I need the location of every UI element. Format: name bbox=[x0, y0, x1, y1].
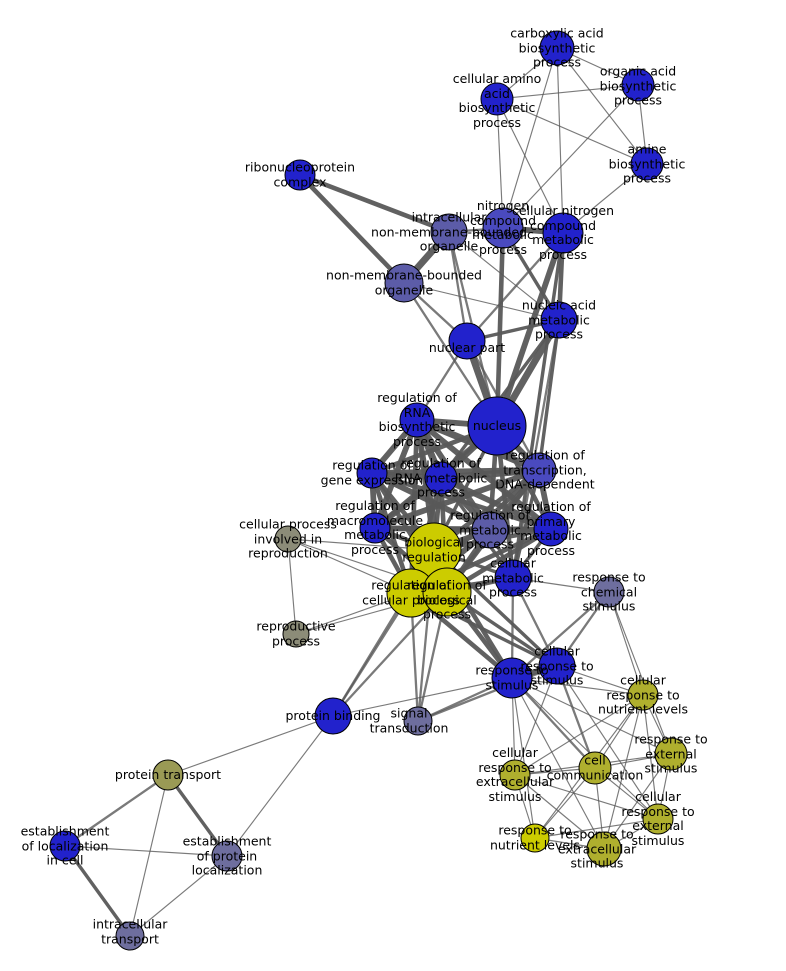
graph-edge bbox=[416, 664, 559, 723]
graph-edge bbox=[511, 677, 605, 850]
graph-edge bbox=[465, 231, 565, 343]
graph-edge bbox=[511, 677, 659, 820]
graph-node-ribonucleoprotein-complex[interactable] bbox=[284, 159, 316, 191]
graph-node-intracellular-non-membrane-bounded-organelle[interactable] bbox=[430, 213, 468, 251]
graph-edge bbox=[494, 230, 566, 429]
graph-node-intracellular-transport[interactable] bbox=[115, 921, 145, 951]
graph-node-cellular-metabolic-process[interactable] bbox=[494, 559, 532, 597]
graph-edge bbox=[167, 715, 334, 776]
graph-edge bbox=[514, 665, 558, 776]
graph-edge bbox=[496, 98, 648, 165]
graph-edge bbox=[608, 591, 672, 755]
graph-edge bbox=[129, 774, 169, 937]
graph-node-regulation-of-rna-biosynthetic-process[interactable] bbox=[399, 402, 435, 438]
graph-node-organic-acid-biosynthetic-process[interactable] bbox=[621, 68, 655, 102]
graph-node-nucleic-acid-metabolic-process[interactable] bbox=[540, 301, 578, 339]
graph-edge bbox=[63, 844, 132, 938]
graph-edge bbox=[510, 590, 611, 680]
graph-node-protein-transport[interactable] bbox=[152, 759, 184, 791]
graph-node-nucleus[interactable] bbox=[467, 396, 527, 456]
graph-node-regulation-of-biological-process[interactable] bbox=[422, 567, 472, 617]
graph-node-regulation-of-rna-metabolic-process[interactable] bbox=[424, 461, 458, 495]
graph-edge bbox=[129, 855, 228, 937]
graph-edge bbox=[511, 677, 644, 696]
graph-edge bbox=[496, 98, 504, 229]
graph-node-amine-biosynthetic-process[interactable] bbox=[630, 147, 664, 181]
graph-node-cellular-nitrogen-compound-metabolic-process[interactable] bbox=[542, 212, 584, 254]
graph-node-regulation-of-gene-expression[interactable] bbox=[356, 457, 388, 489]
graph-node-response-to-extracellular-stimulus[interactable] bbox=[586, 831, 622, 867]
graph-edge bbox=[496, 84, 639, 100]
graph-node-regulation-of-primary-metabolic-process[interactable] bbox=[533, 511, 569, 547]
graph-node-nitrogen-compound-metabolic-process[interactable] bbox=[482, 207, 524, 249]
graph-node-cellular-response-to-extracellular-stimulus[interactable] bbox=[499, 759, 531, 791]
graph-node-regulation-of-transcription-dna-dependent[interactable] bbox=[521, 452, 557, 488]
graph-edge bbox=[297, 172, 452, 235]
graph-node-response-to-external-stimulus[interactable] bbox=[654, 737, 688, 771]
graph-edge bbox=[64, 845, 228, 857]
graph-node-cellular-response-to-nutrient-levels[interactable] bbox=[627, 679, 659, 711]
graph-edge bbox=[448, 231, 560, 321]
graph-node-cellular-process-involved-in-reproduction[interactable] bbox=[274, 525, 302, 553]
graph-node-regulation-of-metabolic-process[interactable] bbox=[471, 511, 509, 549]
graph-edge bbox=[331, 590, 449, 718]
graph-node-nuclear-part[interactable] bbox=[448, 322, 486, 360]
graph-edge bbox=[603, 694, 644, 850]
graph-node-cellular-response-to-external-stimulus[interactable] bbox=[642, 803, 674, 835]
graph-edge bbox=[556, 47, 648, 165]
graph-node-regulation-of-macromolecule-metabolic-process[interactable] bbox=[359, 512, 391, 544]
edges-layer bbox=[63, 47, 672, 938]
graph-node-response-to-chemical-stimulus[interactable] bbox=[593, 576, 625, 608]
graph-edge bbox=[502, 84, 639, 229]
graph-edge bbox=[556, 47, 564, 234]
graph-edge bbox=[511, 468, 541, 580]
graph-node-non-membrane-bounded-organelle[interactable] bbox=[384, 263, 424, 303]
graph-edge bbox=[494, 225, 506, 429]
graph-node-cellular-response-to-stimulus[interactable] bbox=[538, 647, 576, 685]
graph-edge bbox=[511, 677, 672, 755]
graph-node-response-to-stimulus[interactable] bbox=[491, 657, 533, 699]
graph-edge bbox=[166, 773, 229, 858]
graph-node-protein-binding[interactable] bbox=[314, 697, 352, 735]
graph-node-cellular-amino-acid-biosynthetic-process[interactable] bbox=[480, 82, 514, 116]
nodes-layer bbox=[49, 30, 688, 951]
graph-edge bbox=[514, 774, 605, 850]
graph-node-establishment-of-protein-localization[interactable] bbox=[211, 840, 243, 872]
graph-edge bbox=[514, 694, 644, 776]
graph-edge bbox=[332, 677, 513, 717]
graph-edge bbox=[502, 47, 558, 229]
graph-edge bbox=[287, 538, 297, 635]
graph-edge bbox=[511, 677, 536, 839]
graph-node-response-to-nutrient-levels[interactable] bbox=[520, 823, 550, 853]
graph-edge bbox=[608, 591, 644, 696]
graph-node-reproductive-process[interactable] bbox=[282, 620, 310, 648]
graph-node-establishment-of-localization-in-cell[interactable] bbox=[49, 830, 81, 862]
graph-node-cell-communication[interactable] bbox=[578, 751, 612, 785]
graph-edge bbox=[496, 98, 564, 234]
graph-node-carboxylic-acid-biosynthetic-process[interactable] bbox=[539, 30, 575, 66]
graph-edge bbox=[226, 715, 334, 857]
graph-edge bbox=[369, 470, 493, 533]
graph-edge bbox=[403, 282, 560, 321]
graph-edge bbox=[297, 172, 407, 286]
graph-node-signal-transduction[interactable] bbox=[403, 706, 433, 736]
graph-edge bbox=[534, 818, 659, 839]
graph-edge bbox=[369, 470, 554, 532]
graph-edge bbox=[514, 774, 659, 820]
graph-edge bbox=[603, 753, 672, 850]
graph-edge bbox=[63, 773, 170, 848]
